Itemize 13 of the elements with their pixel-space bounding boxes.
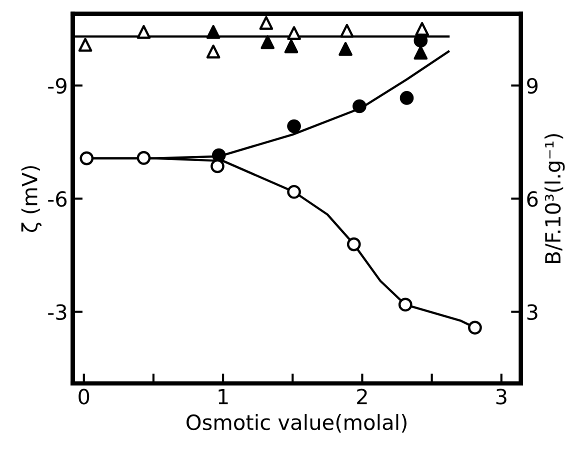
y-tick-label: -9 (48, 78, 66, 94)
x-axis-title: Osmotic value(molal) (186, 414, 406, 433)
y2-tick-label: 6 (527, 191, 538, 207)
y-tick-label: -6 (48, 191, 67, 207)
x-tick-label: 2 (357, 388, 367, 404)
y2-tick-label: 3 (527, 304, 538, 320)
y2-tick-label: 9 (527, 78, 538, 94)
y-axis-title: ζ (mV) (21, 166, 42, 232)
y2-axis-title: B/F.10³(l.g⁻¹) (544, 134, 565, 263)
x-tick-label: 0 (78, 388, 90, 404)
x-tick-label: 3 (496, 388, 506, 404)
x-tick-label: 1 (218, 388, 228, 404)
y-tick-label: -3 (48, 304, 66, 320)
